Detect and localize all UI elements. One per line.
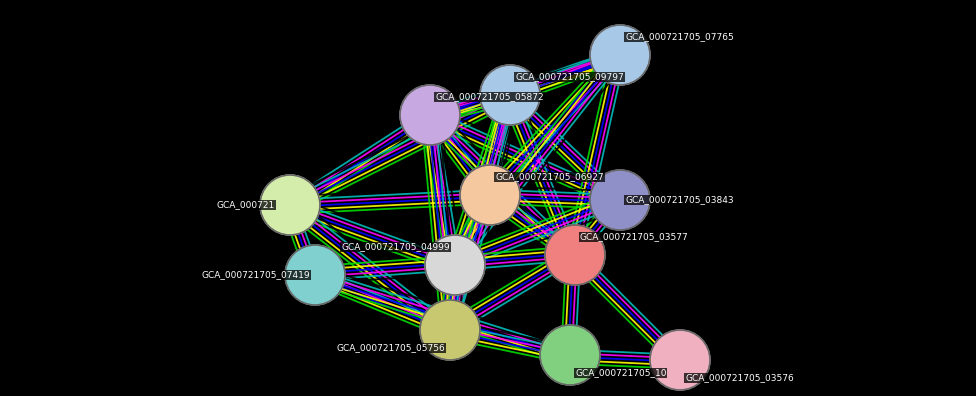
Text: GCA_000721705_07765: GCA_000721705_07765 bbox=[625, 32, 734, 42]
Text: GCA_000721705_05756: GCA_000721705_05756 bbox=[337, 343, 445, 352]
Text: GCA_000721705_03576: GCA_000721705_03576 bbox=[685, 373, 793, 383]
Circle shape bbox=[590, 25, 650, 85]
Circle shape bbox=[460, 165, 520, 225]
Circle shape bbox=[480, 65, 540, 125]
Circle shape bbox=[540, 325, 600, 385]
Circle shape bbox=[545, 225, 605, 285]
Text: GCA_000721705_05872: GCA_000721705_05872 bbox=[435, 93, 544, 101]
Text: GCA_000721705_03843: GCA_000721705_03843 bbox=[625, 196, 734, 204]
Circle shape bbox=[425, 235, 485, 295]
Text: GCA_000721705_04999: GCA_000721705_04999 bbox=[342, 242, 450, 251]
Text: GCA_000721705_06927: GCA_000721705_06927 bbox=[495, 173, 603, 181]
Circle shape bbox=[260, 175, 320, 235]
Circle shape bbox=[400, 85, 460, 145]
Text: GCA_000721: GCA_000721 bbox=[217, 200, 275, 209]
Circle shape bbox=[420, 300, 480, 360]
Text: GCA_000721705_07419: GCA_000721705_07419 bbox=[201, 270, 310, 280]
Text: GCA_000721705_10: GCA_000721705_10 bbox=[575, 369, 667, 377]
Text: GCA_000721705_09797: GCA_000721705_09797 bbox=[515, 72, 624, 82]
Circle shape bbox=[285, 245, 345, 305]
Circle shape bbox=[590, 170, 650, 230]
Text: GCA_000721705_03577: GCA_000721705_03577 bbox=[580, 232, 689, 242]
Circle shape bbox=[650, 330, 710, 390]
